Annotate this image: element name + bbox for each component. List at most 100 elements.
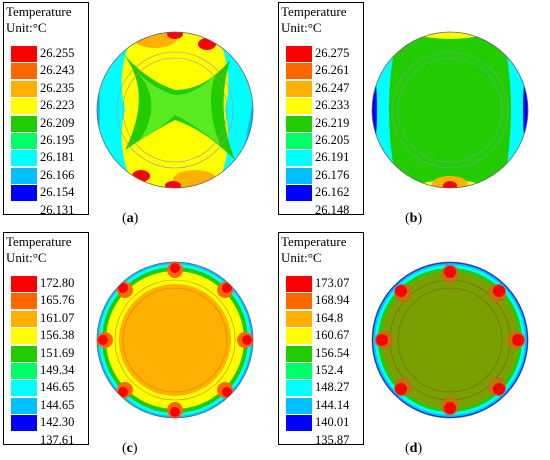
color-swatch <box>286 115 312 132</box>
scale-tick: 26.209 <box>40 115 75 130</box>
color-swatch <box>286 345 312 362</box>
temperature-contour-disc <box>371 261 529 419</box>
scale-tick: 146.65 <box>40 380 75 395</box>
scale-tick: 26.261 <box>315 63 350 78</box>
scale-tick: 161.07 <box>40 310 75 325</box>
legend: Temperature Unit:°C 172.80 165.76 161.07… <box>3 232 89 447</box>
scale-tick: 142.30 <box>40 415 75 430</box>
scale-tick: 26.205 <box>315 132 350 147</box>
scale-tick: 135.87 <box>315 432 350 447</box>
color-swatch <box>11 397 37 414</box>
color-swatch <box>11 115 37 132</box>
scale-tick: 168.94 <box>315 293 350 308</box>
legend-unit: Unit:°C <box>6 20 47 35</box>
color-swatch <box>11 150 37 167</box>
color-swatch <box>11 345 37 362</box>
color-swatch <box>11 362 37 379</box>
panel-caption: (d) <box>405 441 423 456</box>
color-swatch <box>286 276 312 292</box>
color-swatch <box>286 328 312 345</box>
scale-tick: 144.65 <box>40 397 75 412</box>
temperature-contour-disc <box>96 31 254 189</box>
color-swatch <box>11 80 37 97</box>
color-swatch <box>286 98 312 115</box>
panel-c: Temperature Unit:°C 172.80 165.76 161.07… <box>0 230 275 460</box>
color-swatch <box>11 46 37 62</box>
color-swatch <box>286 310 312 327</box>
panel-a: Temperature Unit:°C 26.255 26.243 26.235… <box>0 0 275 230</box>
color-swatch <box>11 167 37 184</box>
color-scale <box>11 46 37 203</box>
legend-unit: Unit:°C <box>6 250 47 265</box>
heat-sources <box>97 262 253 418</box>
panel-b: Temperature Unit:°C 26.275 26.261 26.247… <box>275 0 550 230</box>
color-swatch <box>286 80 312 97</box>
scale-tick: 26.195 <box>40 132 75 147</box>
legend-title: Temperature <box>6 4 72 19</box>
scale-tick: 160.67 <box>315 328 350 343</box>
scale-tick: 172.80 <box>40 276 75 290</box>
color-swatch <box>286 185 312 202</box>
legend-title: Temperature <box>6 234 72 249</box>
scale-tick: 26.154 <box>40 185 75 200</box>
scale-tick: 26.219 <box>315 115 350 130</box>
panel-caption: (c) <box>122 441 138 456</box>
legend: Temperature Unit:°C 26.255 26.243 26.235… <box>3 2 89 217</box>
color-swatch <box>11 132 37 149</box>
scale-tick: 26.255 <box>40 46 75 60</box>
color-swatch <box>286 167 312 184</box>
legend-title: Temperature <box>281 4 347 19</box>
color-swatch <box>11 380 37 397</box>
scale-tick: 137.61 <box>40 432 75 447</box>
color-swatch <box>286 380 312 397</box>
legend: Temperature Unit:°C 26.275 26.261 26.247… <box>278 2 364 217</box>
scale-tick: 26.148 <box>315 202 350 217</box>
scale-tick: 26.233 <box>315 98 350 113</box>
scale-tick: 165.76 <box>40 293 75 308</box>
scale-tick: 26.162 <box>315 185 350 200</box>
color-swatch <box>11 310 37 327</box>
color-scale <box>286 276 312 433</box>
scale-tick: 156.54 <box>315 345 350 360</box>
panel-caption: (a) <box>122 211 139 226</box>
scale-tick: 26.223 <box>40 98 75 113</box>
scale-tick: 140.01 <box>315 415 350 430</box>
scale-tick: 149.34 <box>40 362 75 377</box>
scale-tick: 173.07 <box>315 276 350 290</box>
legend-unit: Unit:°C <box>281 20 322 35</box>
color-swatch <box>286 63 312 80</box>
scale-ticks: 172.80 165.76 161.07 156.38 151.69 149.3… <box>40 275 74 449</box>
color-swatch <box>286 150 312 167</box>
color-swatch <box>11 276 37 292</box>
color-swatch <box>286 397 312 414</box>
color-swatch <box>286 293 312 310</box>
scale-ticks: 173.07 168.94 164.8 160.67 156.54 152.4 … <box>315 275 349 449</box>
scale-ticks: 26.255 26.243 26.235 26.223 26.209 26.19… <box>40 45 74 219</box>
scale-tick: 148.27 <box>315 380 350 395</box>
panel-caption: (b) <box>405 211 423 226</box>
color-swatch <box>11 415 37 432</box>
legend-title: Temperature <box>281 234 347 249</box>
temperature-contour-disc <box>371 31 529 189</box>
legend: Temperature Unit:°C 173.07 168.94 164.8 … <box>278 232 364 447</box>
scale-tick: 26.243 <box>40 63 75 78</box>
scale-tick: 26.191 <box>315 150 350 165</box>
temperature-contour-disc <box>96 261 254 419</box>
scale-tick: 26.235 <box>40 80 75 95</box>
scale-ticks: 26.275 26.261 26.247 26.233 26.219 26.20… <box>315 45 349 219</box>
scale-tick: 26.275 <box>315 46 350 60</box>
scale-tick: 26.131 <box>40 202 75 217</box>
scale-tick: 26.247 <box>315 80 350 95</box>
heat-sources <box>375 265 525 415</box>
color-swatch <box>11 98 37 115</box>
color-swatch <box>11 293 37 310</box>
color-swatch <box>11 63 37 80</box>
scale-tick: 26.181 <box>40 150 75 165</box>
scale-tick: 164.8 <box>315 310 344 325</box>
scale-tick: 26.166 <box>40 167 75 182</box>
legend-unit: Unit:°C <box>281 250 322 265</box>
color-swatch <box>286 362 312 379</box>
scale-tick: 156.38 <box>40 328 75 343</box>
scale-tick: 152.4 <box>315 362 344 377</box>
color-scale <box>286 46 312 203</box>
